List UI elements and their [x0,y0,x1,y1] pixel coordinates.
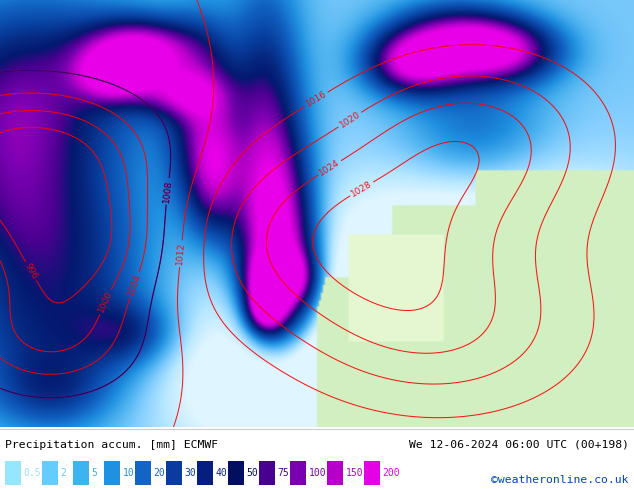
Text: 0.5: 0.5 [23,468,41,478]
Text: We 12-06-2024 06:00 UTC (00+198): We 12-06-2024 06:00 UTC (00+198) [409,440,629,450]
Text: 40: 40 [216,468,228,478]
Text: 5: 5 [91,468,97,478]
Bar [327,461,343,485]
Bar [290,461,306,485]
Bar [104,461,120,485]
Text: 100: 100 [309,468,327,478]
Text: 1020: 1020 [338,110,362,129]
Text: ©weatheronline.co.uk: ©weatheronline.co.uk [491,475,629,485]
Text: 1028: 1028 [349,179,374,198]
Bar [166,461,182,485]
Text: 1008: 1008 [162,179,173,203]
Text: 50: 50 [247,468,259,478]
Bar [73,461,89,485]
Text: 2: 2 [60,468,66,478]
Text: 75: 75 [278,468,290,478]
Text: 1000: 1000 [96,290,114,314]
Text: 200: 200 [382,468,400,478]
Bar [135,461,151,485]
Text: 1008: 1008 [162,179,173,203]
Text: 1004: 1004 [127,272,143,297]
Bar [5,461,21,485]
Text: 150: 150 [346,468,363,478]
Bar [364,461,380,485]
Bar [197,461,213,485]
Text: 30: 30 [184,468,197,478]
Bar [228,461,244,485]
Text: 996: 996 [23,262,39,281]
Text: 20: 20 [153,468,165,478]
Text: 1012: 1012 [176,242,186,266]
Text: 10: 10 [122,468,134,478]
Text: Precipitation accum. [mm] ECMWF: Precipitation accum. [mm] ECMWF [5,440,218,450]
Text: 1016: 1016 [304,90,328,109]
Bar [42,461,58,485]
Text: 1024: 1024 [318,158,342,178]
Bar [259,461,275,485]
